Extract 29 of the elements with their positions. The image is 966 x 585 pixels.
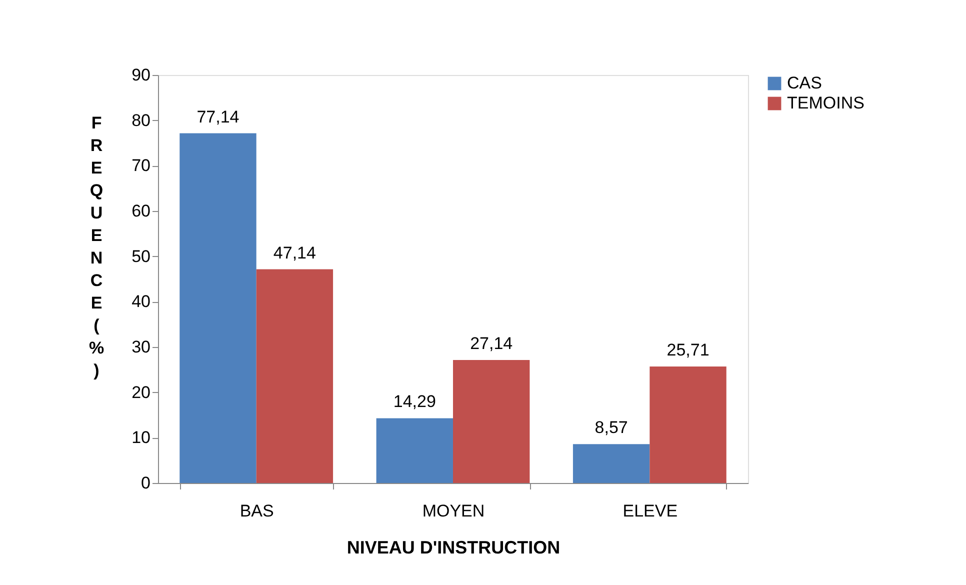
x-tick-label: MOYEN (422, 502, 485, 520)
data-label: 27,14 (470, 334, 513, 353)
data-label: 25,71 (666, 340, 710, 360)
bar (376, 418, 453, 483)
legend-label: TEMOINS (787, 94, 864, 112)
y-tick-label: 40 (132, 292, 150, 312)
data-label: 77,14 (196, 107, 240, 126)
bar (650, 366, 726, 483)
x-tick-label: ELEVE (622, 502, 678, 520)
y-tick-label: 30 (132, 338, 150, 356)
y-tick-label: 20 (132, 382, 150, 402)
bar (453, 360, 530, 483)
y-tick-label: 60 (132, 202, 150, 220)
y-tick-label: 90 (132, 66, 150, 84)
data-label: 8,57 (594, 418, 628, 438)
bar (256, 269, 334, 483)
legend-label: CAS (787, 74, 822, 92)
bar (180, 133, 256, 483)
y-tick-label: 50 (132, 246, 150, 266)
data-label: 47,14 (273, 243, 316, 262)
y-tick-label: 70 (132, 156, 150, 176)
y-tick-label: 0 (141, 474, 150, 492)
x-axis-title: NIVEAU D'INSTRUCTION (346, 538, 560, 558)
x-tick-label: BAS (240, 502, 274, 520)
bar (572, 444, 650, 483)
y-tick-label: 80 (132, 110, 150, 130)
y-tick-label: 10 (132, 428, 150, 448)
data-label: 14,29 (393, 392, 436, 412)
text: FREQUENCE (%) (88, 114, 104, 380)
